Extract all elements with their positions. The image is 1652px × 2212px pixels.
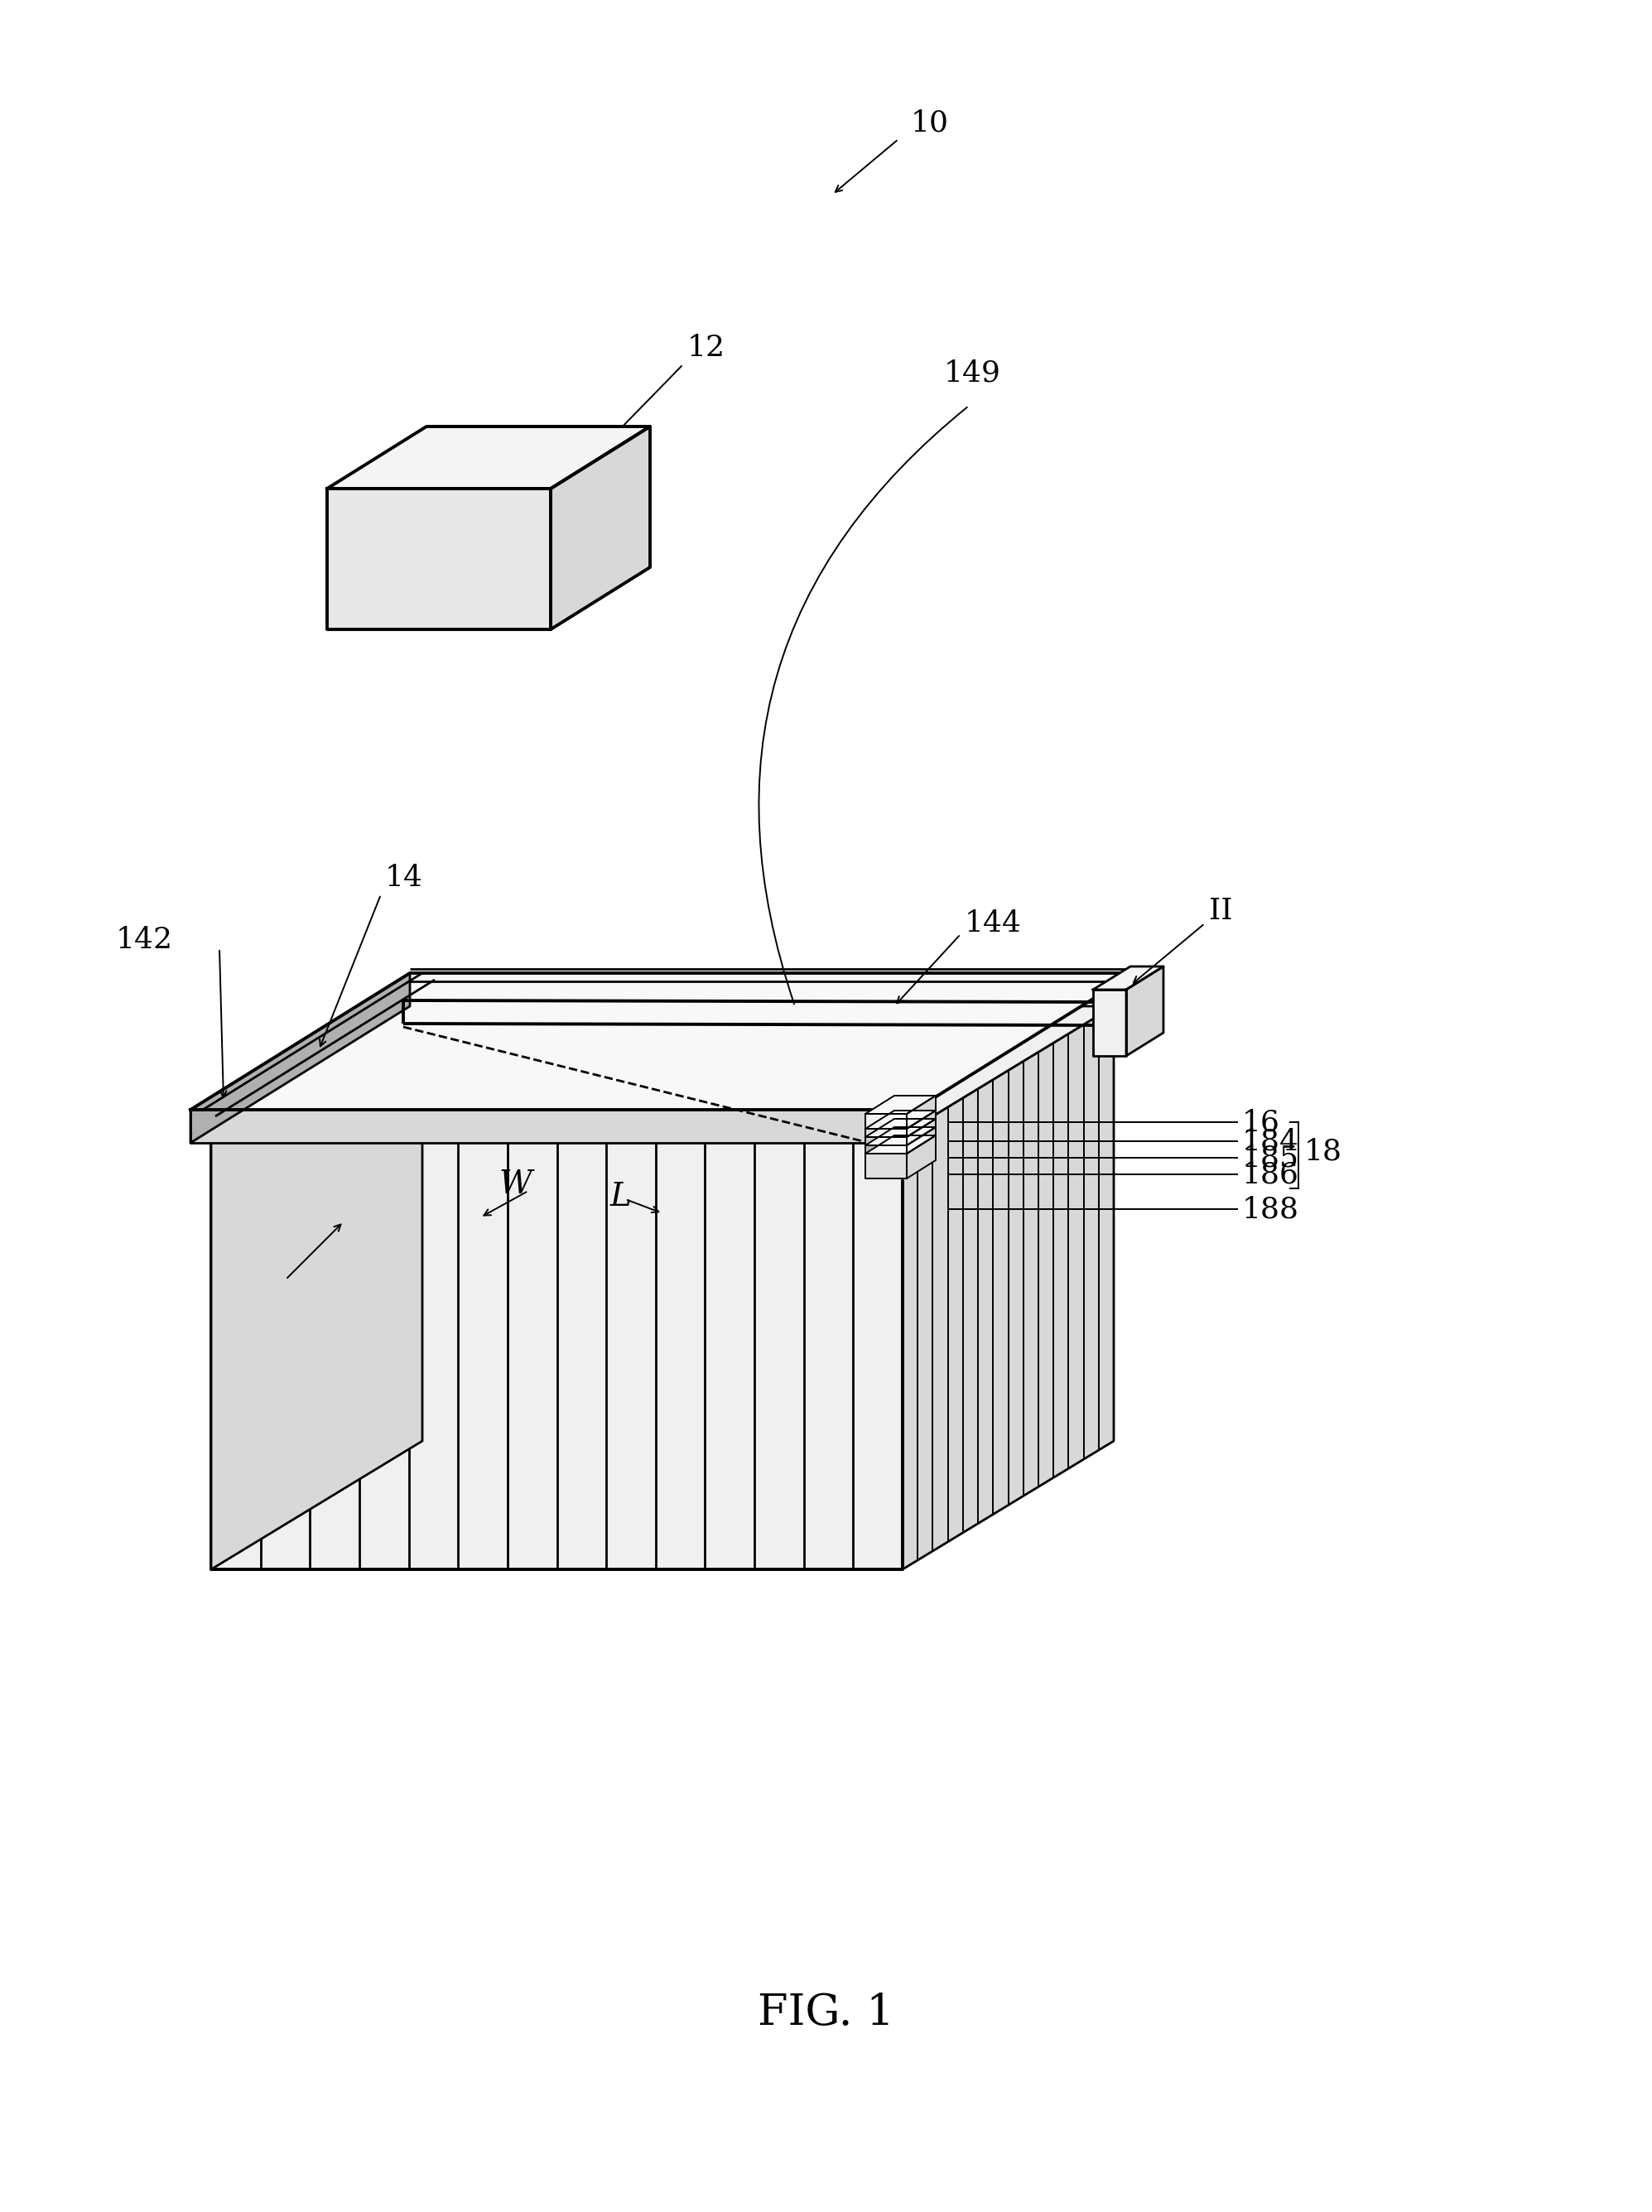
Polygon shape xyxy=(902,1006,1113,1568)
Polygon shape xyxy=(907,1110,935,1137)
Polygon shape xyxy=(907,1135,935,1179)
Text: II: II xyxy=(249,1265,273,1294)
Text: 18: 18 xyxy=(1303,1137,1343,1166)
Polygon shape xyxy=(866,1155,907,1179)
Polygon shape xyxy=(327,427,649,489)
Polygon shape xyxy=(866,1128,935,1146)
Polygon shape xyxy=(866,1146,907,1155)
Polygon shape xyxy=(1094,967,1163,989)
Polygon shape xyxy=(866,1137,907,1146)
Text: 16: 16 xyxy=(1242,1108,1280,1137)
Polygon shape xyxy=(866,1119,935,1137)
Polygon shape xyxy=(1094,989,1127,1055)
Polygon shape xyxy=(327,489,550,630)
Text: 149: 149 xyxy=(943,358,1001,387)
Polygon shape xyxy=(907,1095,935,1128)
Polygon shape xyxy=(211,1135,902,1568)
Text: 144: 144 xyxy=(965,909,1023,938)
Polygon shape xyxy=(190,973,410,1144)
Text: 186: 186 xyxy=(1242,1161,1298,1188)
Text: 12: 12 xyxy=(687,334,725,363)
Text: 142: 142 xyxy=(116,927,173,953)
Polygon shape xyxy=(190,1110,915,1144)
Polygon shape xyxy=(190,973,1135,1110)
Text: FIG. 1: FIG. 1 xyxy=(757,1991,894,2033)
Text: 185: 185 xyxy=(1242,1144,1300,1172)
Polygon shape xyxy=(211,1006,423,1568)
Polygon shape xyxy=(907,1128,935,1155)
Text: 188: 188 xyxy=(1242,1194,1298,1223)
Text: L: L xyxy=(610,1181,631,1212)
Text: 10: 10 xyxy=(910,108,948,137)
Polygon shape xyxy=(866,1115,907,1128)
Text: 184: 184 xyxy=(1242,1128,1298,1155)
Polygon shape xyxy=(866,1135,935,1155)
Text: 14: 14 xyxy=(385,863,423,891)
Polygon shape xyxy=(211,1006,1113,1135)
Text: W: W xyxy=(499,1168,532,1199)
Polygon shape xyxy=(866,1095,935,1115)
Text: II: II xyxy=(1209,896,1232,925)
Polygon shape xyxy=(550,427,649,630)
Polygon shape xyxy=(866,1128,907,1137)
Polygon shape xyxy=(907,1119,935,1146)
Polygon shape xyxy=(1127,967,1163,1055)
Polygon shape xyxy=(866,1110,935,1128)
